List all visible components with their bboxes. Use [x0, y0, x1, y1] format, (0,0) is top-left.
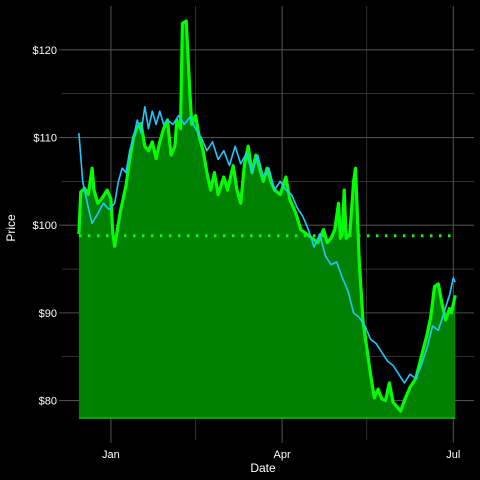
price-line	[78, 106, 456, 384]
y-axis-title: Price	[4, 214, 18, 242]
y-tick-label: $90	[39, 308, 57, 320]
axes: $80 $90 $100 $110 $120 Jan Apr Jul	[33, 45, 461, 461]
y-tick-label: $100	[33, 220, 57, 232]
y-tick-label: $120	[33, 45, 57, 57]
x-tick-label: Apr	[274, 449, 291, 461]
line-series	[78, 106, 456, 384]
y-tick-label: $110	[33, 133, 57, 145]
area-series-line	[77, 19, 457, 413]
x-tick-label: Jan	[102, 449, 120, 461]
x-tick-label: Jul	[446, 449, 460, 461]
y-tick-label: $80	[39, 396, 57, 408]
x-axis-title: Date	[250, 461, 276, 475]
